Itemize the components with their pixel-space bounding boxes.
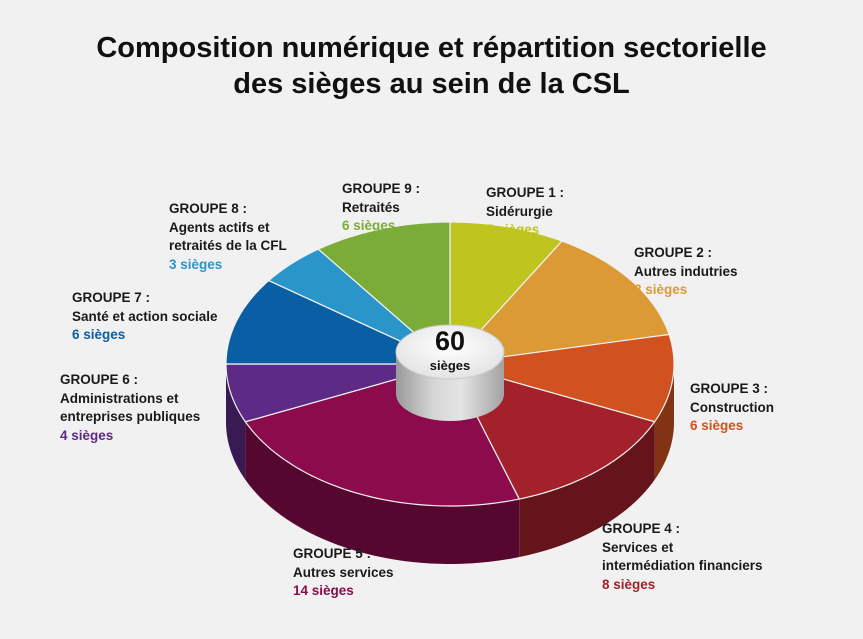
slice-label-group: GROUPE 4 : <box>602 521 681 536</box>
slice-label-sector: retraités de la CFL <box>169 238 287 253</box>
slice-label-group: GROUPE 9 : <box>342 181 421 196</box>
slice-label-group: GROUPE 1 : <box>486 185 565 200</box>
hub-top <box>395 324 505 380</box>
slice-2 <box>449 240 670 365</box>
slice-label-sector: Santé et action sociale <box>72 308 218 324</box>
slice-label-group: GROUPE 2 : <box>634 245 713 260</box>
slice-label-seats: 5 sièges <box>486 222 540 237</box>
slice-label-seats: 6 sièges <box>342 218 396 233</box>
total-unit: sièges <box>430 358 470 373</box>
slice-label-sector: intermédiation financiers <box>602 558 763 573</box>
chart-title-line-1: Composition numérique et répartition sec… <box>96 32 767 64</box>
slice-label-sector: Sidérurgie <box>486 203 553 219</box>
slice-label-sector: Retraités <box>342 199 400 215</box>
slice-label-sector: Services et <box>602 539 674 555</box>
slice-label-sector: Administrations et <box>60 390 179 406</box>
slice-label-sector: Construction <box>690 399 774 415</box>
slice-label-4: GROUPE 4 : Services et intermédiation fina… <box>602 520 763 594</box>
slice-label-group: GROUPE 3 : <box>690 381 769 396</box>
slice-label-sector: Autres indutries <box>634 263 738 279</box>
pie-sides <box>226 364 674 564</box>
slice-label-1: GROUPE 1 : Sidérurgie 5 sièges <box>486 184 564 240</box>
slice-3 <box>449 333 675 423</box>
chart-title: Composition numérique et répartition sec… <box>0 30 863 102</box>
slice-9 <box>317 221 451 365</box>
slice-label-seats: 3 sièges <box>169 256 223 272</box>
slice-label-seats: 6 sièges <box>690 418 744 433</box>
slice-label-7: GROUPE 7 : Santé et action sociale 6 siège… <box>72 289 218 345</box>
slice-label-9: GROUPE 9 : Retraités 6 sièges <box>342 180 420 236</box>
slice-label-seats: 6 sièges <box>72 327 126 342</box>
slice-8 <box>268 248 451 365</box>
slice-label-group: GROUPE 8 : <box>169 201 248 216</box>
slice-side-5 <box>245 421 520 564</box>
slice-label-seats: 14 sièges <box>293 583 354 598</box>
slice-label-seats: 4 sièges <box>60 427 114 443</box>
slice-label-2: GROUPE 2 : Autres indutries 8 sièges <box>634 244 738 300</box>
slice-label-5: GROUPE 5 : Autres services 14 sièges <box>293 545 394 601</box>
slice-side-6 <box>226 364 246 480</box>
slice-7 <box>225 279 451 365</box>
slice-6 <box>225 363 451 423</box>
chart-title-line-2: des sièges au sein de la CSL <box>233 68 630 100</box>
center-hub: 60 sièges <box>395 324 505 421</box>
slice-label-group: GROUPE 6 : <box>60 372 139 387</box>
slice-label-seats: 8 sièges <box>602 576 656 592</box>
slice-label-3: GROUPE 3 : Construction 6 sièges <box>690 380 774 436</box>
total-value: 60 <box>435 326 465 356</box>
slice-label-group: GROUPE 7 : <box>72 290 151 305</box>
slice-label-seats: 8 sièges <box>634 282 688 297</box>
slice-side-3 <box>654 364 674 480</box>
slice-label-sector: Agents actifs et <box>169 219 270 235</box>
slice-label-group: GROUPE 5 : <box>293 546 372 561</box>
slice-label-sector: Autres services <box>293 564 394 580</box>
slice-label-6: GROUPE 6 : Administrations et entreprises … <box>60 371 200 445</box>
slice-label-sector: entreprises publiques <box>60 409 201 424</box>
slice-side-4 <box>519 421 655 558</box>
slice-label-8: GROUPE 8 : Agents actifs et retraités de l… <box>169 200 287 274</box>
